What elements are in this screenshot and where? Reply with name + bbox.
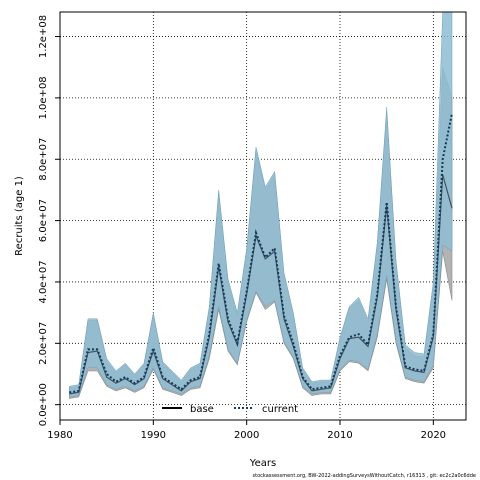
footer-credit: stockassessment.org, BW-2022-addingSurve… [253, 473, 476, 479]
y-tick-label-5: 1.0e+08 [38, 76, 49, 119]
legend-label-base: base [190, 404, 214, 415]
plot-border [59, 11, 467, 421]
x-axis: 1980 1990 2000 2010 2020 [47, 420, 446, 441]
x-tick-label-1: 1990 [141, 430, 166, 441]
x-tick-label-2: 2000 [234, 430, 259, 441]
x-tick-label-0: 1980 [47, 430, 72, 441]
legend-label-current: current [262, 404, 298, 415]
confidence-bands [69, 12, 453, 399]
y-tick-label-6: 1.2e+08 [38, 15, 49, 58]
x-axis-label: Years [249, 458, 276, 469]
x-tick-label-3: 2010 [327, 430, 352, 441]
legend: base current [162, 404, 298, 415]
y-axis-label: Recruits (age 1) [14, 176, 25, 256]
series-line-current [69, 113, 453, 394]
series-lines [69, 113, 453, 395]
y-tick-label-0: 0.0e+00 [38, 383, 49, 426]
x-tick-label-4: 2020 [421, 430, 446, 441]
y-tick-label-4: 8.0e+07 [38, 138, 49, 181]
y-tick-label-1: 2.0e+07 [38, 322, 49, 365]
y-tick-label-3: 6.0e+07 [38, 199, 49, 242]
series-line-base [69, 174, 453, 395]
confidence-band-current [69, 12, 453, 398]
y-tick-label-2: 4.0e+07 [38, 260, 49, 303]
y-axis: 0.0e+00 2.0e+07 4.0e+07 6.0e+07 8.0e+07 1.0e+… [38, 15, 60, 426]
